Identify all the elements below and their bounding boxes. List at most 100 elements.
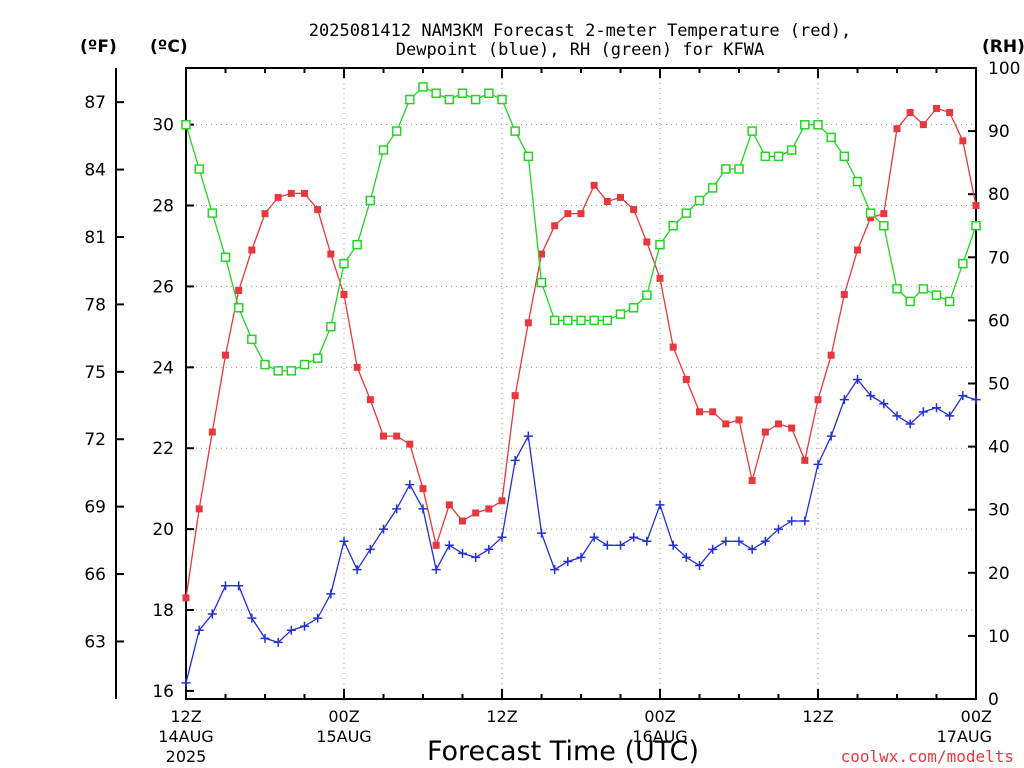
temperature-point — [972, 202, 980, 210]
dewpoint-point — [431, 565, 441, 575]
dewpoint-point — [826, 431, 836, 441]
dewpoint-point — [879, 399, 889, 409]
rh-line — [185, 86, 977, 372]
rh-point — [286, 366, 297, 376]
dewpoint-point — [194, 625, 204, 635]
temperature-point — [906, 108, 914, 116]
dewpoint-point — [655, 500, 665, 510]
x-tick-label: 12Z — [486, 707, 517, 726]
rh-point — [892, 284, 902, 294]
rh-point — [536, 277, 547, 288]
rh-point — [194, 164, 204, 174]
temperature-point — [551, 222, 559, 230]
rh-point — [339, 258, 349, 269]
fahrenheit-tick-label: 66 — [84, 565, 106, 585]
dewpoint-point — [286, 625, 296, 635]
credit-text: coolwx.com/modelts — [841, 747, 1014, 766]
rh-point — [207, 208, 218, 218]
dewpoint-point — [589, 532, 599, 542]
dewpoint-point — [866, 391, 876, 401]
x-tick-label: 00Z — [328, 707, 359, 726]
dewpoint-point — [458, 548, 467, 558]
temperature-point — [933, 104, 940, 112]
grid-lines — [186, 68, 976, 699]
rh-point — [760, 151, 771, 162]
temperature-point — [195, 505, 203, 513]
dewpoint-point — [576, 552, 586, 562]
temperature-point — [946, 108, 954, 116]
temperature-point — [340, 291, 348, 299]
rh-point — [260, 359, 270, 370]
rh-point — [813, 120, 823, 130]
temperature-point — [959, 137, 967, 145]
rh-point — [405, 94, 415, 105]
rh-tick-label: 50 — [988, 375, 1010, 395]
rh-tick-label: 100 — [988, 59, 1020, 79]
dewpoint-point — [273, 637, 283, 647]
dewpoint-point — [392, 504, 402, 514]
rh-point — [918, 284, 929, 294]
temperature-point — [775, 420, 782, 428]
temperature-point — [748, 477, 756, 485]
rh-tick-label: 10 — [988, 627, 1010, 647]
dewpoint-point — [839, 395, 849, 405]
rh-point — [444, 94, 455, 105]
dewpoint-point — [708, 544, 718, 554]
celsius-tick-label: 30 — [152, 116, 174, 136]
temperature-point — [432, 541, 440, 549]
temperature-point — [261, 210, 269, 218]
rh-tick-label: 60 — [988, 311, 1010, 331]
x-tick-date: 17AUG — [937, 727, 992, 746]
rh-point — [681, 208, 692, 218]
dewpoint-point — [563, 556, 573, 566]
dewpoint-point — [958, 391, 968, 401]
temperature-point — [854, 246, 861, 254]
rh-point — [826, 132, 836, 143]
temperature-point — [696, 408, 703, 416]
fahrenheit-tick-label: 78 — [84, 295, 106, 315]
dewpoint-point — [326, 589, 336, 599]
temperature-point — [564, 210, 572, 218]
rh-unit-label: (RH) — [982, 37, 1024, 57]
rh-point — [299, 359, 310, 370]
x-tick-label: 00Z — [644, 707, 675, 726]
dewpoint-point — [800, 516, 810, 526]
celsius-unit-label: (ºC) — [150, 37, 188, 57]
rh-point — [247, 334, 257, 345]
temperature-point — [248, 246, 256, 254]
temperature-point — [498, 497, 506, 505]
rh-point — [312, 353, 323, 364]
dewpoint-point — [918, 407, 928, 417]
dewpoint-point — [760, 536, 770, 546]
rh-point — [628, 303, 639, 313]
dewpoint-point — [905, 419, 915, 429]
temperature-point — [511, 392, 519, 400]
temperature-point — [656, 274, 664, 282]
rh-tick-label: 40 — [988, 438, 1010, 458]
fahrenheit-tick-label: 63 — [84, 632, 106, 652]
rh-point — [944, 296, 955, 307]
rh-point — [615, 309, 626, 319]
dewpoint-point — [523, 431, 533, 441]
temperature-point — [353, 363, 361, 371]
rh-point — [668, 221, 678, 231]
dewpoint-point — [379, 524, 388, 534]
x-tick-date: 14AUG — [158, 727, 213, 746]
temperature-point — [459, 517, 466, 525]
temperature-point — [590, 181, 598, 189]
rh-point — [576, 315, 586, 326]
dewpoint-point — [629, 532, 639, 542]
x-tick-label: 12Z — [170, 707, 201, 726]
dewpoint-point — [497, 532, 507, 542]
chart-title-line2: Dewpoint (blue), RH (green) for KFWA — [396, 40, 764, 60]
temperature-point — [538, 250, 545, 258]
temperature-point — [880, 210, 888, 218]
dewpoint-point — [668, 540, 678, 550]
temperature-point — [577, 210, 585, 218]
dewpoint-point — [537, 528, 546, 538]
fahrenheit-tick-label: 75 — [84, 363, 106, 383]
rh-point — [852, 176, 863, 187]
temperature-point — [287, 189, 295, 197]
fahrenheit-unit-label: (ºF) — [80, 37, 117, 57]
